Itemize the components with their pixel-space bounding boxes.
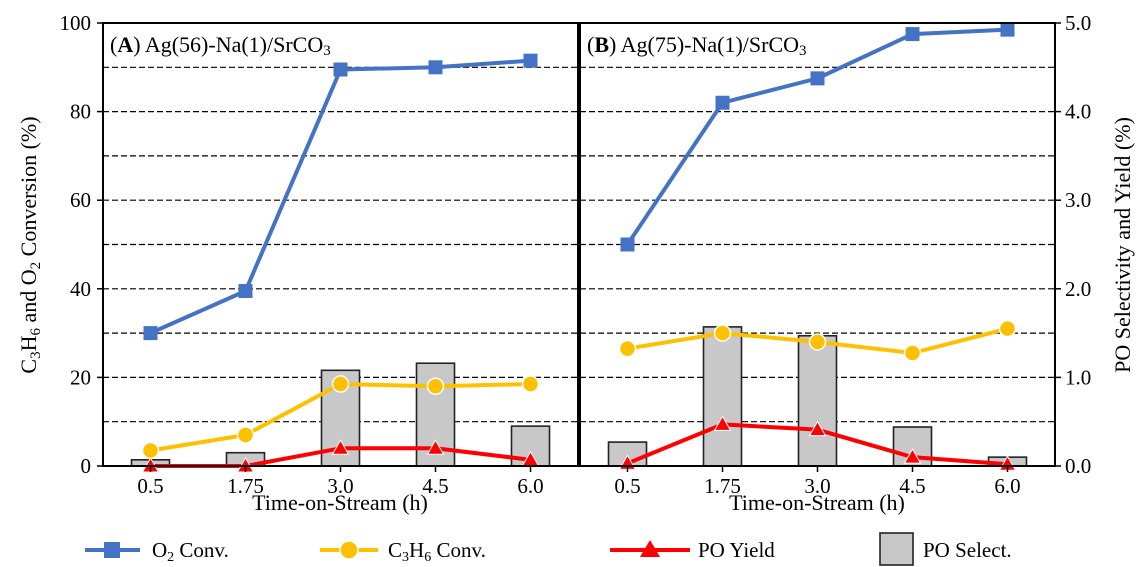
point-c3h6-b-2	[808, 333, 827, 351]
xtick-label-b-4: 6.0	[994, 474, 1020, 498]
ytick-label-right: 3.0	[1065, 188, 1091, 212]
ytick-label-left: 20	[70, 365, 91, 389]
x-axis-title-b: Time-on-Stream (h)	[729, 490, 905, 515]
legend: O2 Conv. C3H6 Conv. PO Yield PO Select.	[85, 532, 1012, 566]
point-o2-a-2	[333, 62, 348, 77]
point-o2-b-2	[810, 71, 825, 86]
point-o2-a-4	[523, 53, 538, 68]
left-axis-title: C3H6 and O2 Conversion (%)	[16, 116, 44, 373]
panel-a-title-sub: 3	[323, 43, 331, 59]
panel-a-title-main: ) Ag(56)-Na(1)/SrCO	[133, 32, 323, 57]
bar-b-2	[797, 334, 838, 467]
point-o2-a-0	[143, 326, 158, 341]
legend-c3h6-marker	[339, 540, 359, 560]
panel-b-title-sub: 3	[799, 43, 807, 59]
legend-select-label: PO Select.	[923, 538, 1012, 562]
legend-o2-label: O2 Conv.	[152, 538, 229, 565]
legend-item-yield: PO Yield	[610, 538, 775, 562]
legend-select-marker	[879, 532, 914, 566]
xtick-label-b-3: 4.5	[899, 474, 925, 498]
panel-a-letter: A	[117, 32, 133, 57]
point-yld-b-3	[903, 448, 922, 464]
legend-yield-marker	[640, 540, 660, 557]
point-o2-b-3	[905, 27, 920, 42]
point-yld-a-2	[331, 439, 350, 455]
ytick-label-right: 2.0	[1065, 277, 1091, 301]
xtick-label-b-0: 0.5	[614, 474, 640, 498]
xtick-label-a-2: 3.0	[327, 474, 353, 498]
panel-b-title: (B) Ag(75)-Na(1)/SrCO3	[587, 32, 807, 59]
plot-frame	[102, 22, 1056, 467]
point-yld-b-2	[808, 420, 827, 437]
right-axis-title: PO Selectivity and Yield (%)	[1110, 117, 1135, 373]
ytick-label-left: 0	[81, 454, 92, 478]
point-o2-a-1	[238, 284, 253, 299]
line-o2-b	[625, 27, 1008, 246]
legend-item-o2: O2 Conv.	[85, 538, 229, 565]
xtick-label-b-2: 3.0	[804, 474, 830, 498]
line-o2-a	[149, 58, 531, 335]
point-c3h6-b-1	[713, 324, 732, 342]
point-o2-b-1	[715, 95, 730, 110]
ytick-label-right: 5.0	[1065, 11, 1091, 35]
xtick-label-a-4: 6.0	[517, 474, 543, 498]
ytick-label-right: 1.0	[1065, 365, 1091, 389]
point-c3h6-b-0	[618, 339, 637, 358]
xtick-label-a-0: 0.5	[137, 474, 163, 498]
point-yld-a-3	[426, 439, 445, 455]
legend-item-c3h6: C3H6 Conv.	[320, 538, 486, 565]
xtick-label-b-1: 1.75	[704, 474, 741, 498]
point-o2-b-4	[1000, 22, 1015, 37]
ytick-label-left: 100	[60, 11, 92, 35]
ytick-label-right: 0.0	[1065, 454, 1091, 478]
legend-yield-label: PO Yield	[698, 538, 775, 562]
legend-c3h6-label: C3H6 Conv.	[388, 538, 486, 565]
point-c3h6-a-2	[331, 375, 350, 393]
point-yld-b-1	[713, 415, 732, 431]
bar-b-1	[702, 326, 743, 467]
ytick-label-left: 40	[70, 277, 91, 301]
point-o2-b-0	[620, 237, 635, 252]
grid-lines	[103, 66, 1055, 423]
legend-o2-marker	[104, 542, 120, 558]
ytick-label-left: 80	[70, 100, 91, 124]
point-c3h6-a-1	[236, 426, 255, 444]
ytick-label-right: 4.0	[1065, 100, 1091, 124]
legend-item-select: PO Select.	[879, 532, 1012, 566]
x-axis-title-a: Time-on-Stream (h)	[252, 490, 428, 515]
panel-b-letter: B	[594, 32, 609, 57]
point-o2-a-3	[428, 60, 443, 75]
point-c3h6-a-4	[521, 375, 540, 393]
xtick-label-a-3: 4.5	[422, 474, 448, 498]
point-c3h6-b-3	[903, 344, 922, 362]
tick-labels: 0.5 1.75 3.0 4.5 6.0 0.5 1.75 3.0 4.5 6.0 0 20 40 60 8…	[60, 11, 1092, 498]
ytick-label-left: 60	[70, 188, 91, 212]
panel-a-title: (A) Ag(56)-Na(1)/SrCO3	[110, 32, 331, 59]
point-c3h6-a-0	[141, 441, 160, 460]
panel-b-title-main: ) Ag(75)-Na(1)/SrCO	[609, 32, 799, 57]
point-c3h6-b-4	[998, 319, 1017, 338]
xtick-label-a-1: 1.75	[227, 474, 264, 498]
point-c3h6-a-3	[426, 377, 445, 396]
